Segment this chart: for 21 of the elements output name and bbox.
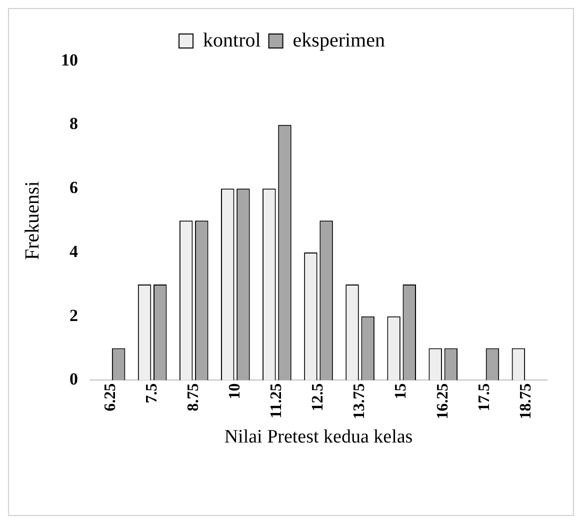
legend-label: eksperimen [292,29,385,52]
legend-label: kontrol [203,29,262,52]
y-tick-label: 2 [70,306,78,325]
x-tick-label: 7.5 [143,383,160,404]
x-tick-label: 12.5 [310,383,327,412]
x-tick-label: 11.25 [268,383,286,418]
x-tick-label: 13.75 [351,383,368,420]
y-tick-label: 8 [70,114,78,134]
y-axis-title: Frekuensi [21,180,44,260]
x-axis-title: Nilai Pretest kedua kelas [224,426,413,448]
x-tick-label: 8.75 [185,383,202,412]
x-tick-label: 6.25 [102,383,119,412]
x-tick-label: 15 [392,383,410,400]
x-tick-label: 10 [226,383,244,400]
y-tick-label: 6 [70,178,78,198]
x-tick-label: 18.75 [517,383,534,420]
y-tick-label: 10 [61,50,78,70]
y-tick-label: 4 [70,242,78,261]
x-tick-label: 16.25 [434,383,452,420]
y-tick-label: 0 [70,370,78,389]
x-tick-label: 17.5 [476,383,493,412]
